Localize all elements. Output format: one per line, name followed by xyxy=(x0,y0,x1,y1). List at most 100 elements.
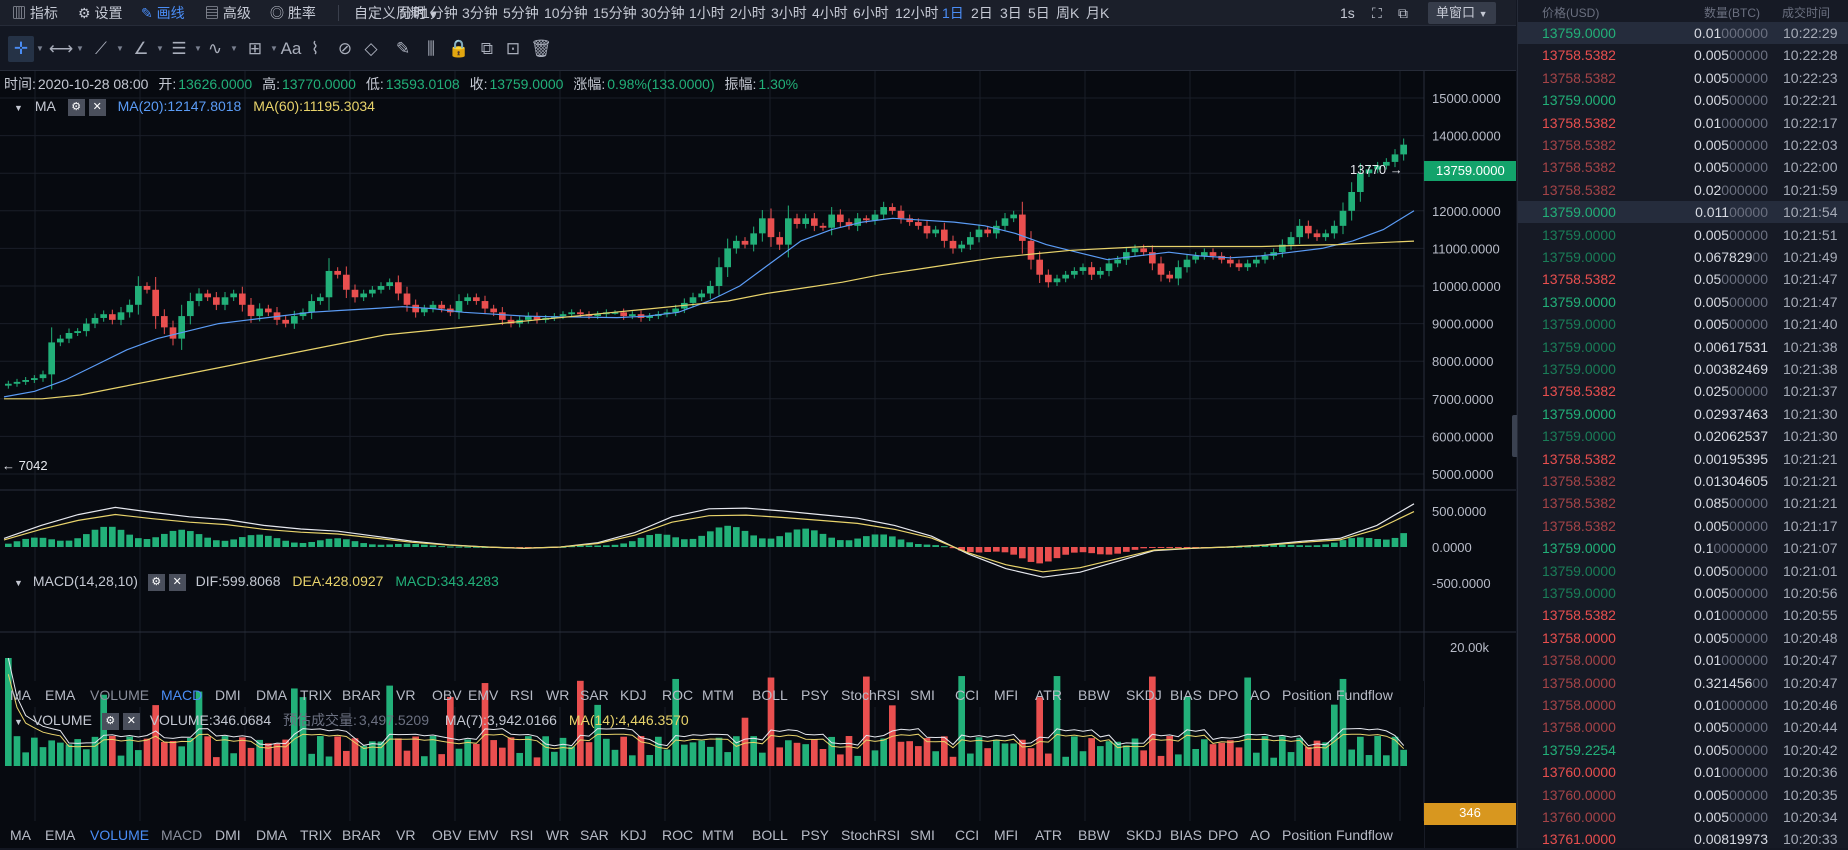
range-icon[interactable]: ⫼ xyxy=(427,39,435,58)
gear-icon[interactable]: ⚙ xyxy=(147,573,165,591)
indicator-tab-fundflow[interactable]: Fundflow xyxy=(1336,687,1393,703)
period-14[interactable]: 2日 xyxy=(971,5,993,21)
tool-dropdown-chevron-icon[interactable]: ▼ xyxy=(36,44,44,53)
close-icon[interactable]: ✕ xyxy=(168,573,186,591)
indicator-tab-atr[interactable]: ATR xyxy=(1035,687,1062,703)
fullscreen-icon[interactable]: ⛶ xyxy=(1372,5,1382,21)
indicator-tab-sar[interactable]: SAR xyxy=(580,687,609,703)
indicator-tab-ma[interactable]: MA xyxy=(10,687,31,703)
period-6[interactable]: 30分钟 xyxy=(641,5,685,21)
close-icon[interactable]: ✕ xyxy=(122,712,140,730)
indicator-tab-rsi[interactable]: RSI xyxy=(510,827,534,843)
tool-dropdown-chevron-icon[interactable]: ▼ xyxy=(76,44,84,53)
trash-icon[interactable]: 🗑 xyxy=(530,39,552,58)
period-11[interactable]: 6小时 xyxy=(853,5,889,21)
indicator-tab-wr[interactable]: WR xyxy=(546,827,570,843)
eraser-alt-icon[interactable]: ⊘ xyxy=(337,39,353,58)
indicator-tab-dma[interactable]: DMA xyxy=(256,687,288,703)
period-5[interactable]: 15分钟 xyxy=(593,5,637,21)
indicator-tab-mfi[interactable]: MFI xyxy=(994,687,1019,703)
pattern-icon[interactable]: ⌇ xyxy=(310,39,320,58)
indicator-tab-dmi[interactable]: DMI xyxy=(215,687,241,703)
indicator-tab-dpo[interactable]: DPO xyxy=(1208,827,1239,843)
lock-icon[interactable]: 🔒 xyxy=(448,39,470,58)
grid-box-icon[interactable]: ⊞ xyxy=(247,39,263,58)
period-3[interactable]: 5分钟 xyxy=(503,5,539,21)
indicator-tab-cci[interactable]: CCI xyxy=(955,687,980,703)
indicator-tab-cci[interactable]: CCI xyxy=(955,827,980,843)
indicator-tab-volume[interactable]: VOLUME xyxy=(90,827,150,843)
indicator-tab-boll[interactable]: BOLL xyxy=(752,827,788,843)
indicator-tab-ema[interactable]: EMA xyxy=(45,687,76,703)
interval-1s-button[interactable]: 1s xyxy=(1340,5,1355,21)
fib-icon[interactable]: ⟋ xyxy=(95,39,107,58)
collapse-chevron-icon[interactable]: ▼ xyxy=(14,717,23,727)
tool-dropdown-chevron-icon[interactable]: ▼ xyxy=(230,44,238,53)
indicator-tab-trix[interactable]: TRIX xyxy=(300,687,332,703)
indicator-tab-mtm[interactable]: MTM xyxy=(702,827,734,843)
indicator-tab-roc[interactable]: ROC xyxy=(662,827,694,843)
text-icon[interactable]: Aa xyxy=(280,39,302,58)
wave-icon[interactable]: ∿ xyxy=(207,39,223,58)
indicator-tab-sar[interactable]: SAR xyxy=(580,827,609,843)
gear-icon[interactable]: ⚙ xyxy=(101,712,119,730)
indicator-button[interactable]: ▥ 指标 xyxy=(12,5,58,21)
indicator-tab-kdj[interactable]: KDJ xyxy=(620,687,647,703)
copy-icon[interactable]: ⧉ xyxy=(480,39,494,58)
period-4[interactable]: 10分钟 xyxy=(544,5,588,21)
indicator-tab-rsi[interactable]: RSI xyxy=(510,687,534,703)
indicator-tab-boll[interactable]: BOLL xyxy=(752,687,788,703)
indicator-tab-trix[interactable]: TRIX xyxy=(300,827,332,843)
indicator-tab-emv[interactable]: EMV xyxy=(468,827,499,843)
brush-icon[interactable]: ✎ xyxy=(395,39,411,58)
indicator-tab-brar[interactable]: BRAR xyxy=(342,687,381,703)
indicator-tab-position[interactable]: Position xyxy=(1282,827,1332,843)
period-9[interactable]: 3小时 xyxy=(771,5,807,21)
indicator-tab-kdj[interactable]: KDJ xyxy=(620,827,647,843)
indicator-tab-mtm[interactable]: MTM xyxy=(702,687,734,703)
tool-dropdown-chevron-icon[interactable]: ▼ xyxy=(116,44,124,53)
indicator-tab-stochrsi[interactable]: StochRSI xyxy=(841,827,901,843)
parallel-lines-icon[interactable]: ☰ xyxy=(171,39,187,58)
indicator-tab-macd[interactable]: MACD xyxy=(161,827,203,843)
horizontal-segment-icon[interactable]: ⟷ xyxy=(48,39,74,58)
period-13[interactable]: 1日 xyxy=(942,5,964,21)
indicator-tab-atr[interactable]: ATR xyxy=(1035,827,1062,843)
indicator-tab-fundflow[interactable]: Fundflow xyxy=(1336,827,1393,843)
panel-resize-handle[interactable] xyxy=(1512,415,1520,457)
indicator-tab-wr[interactable]: WR xyxy=(546,687,570,703)
period-10[interactable]: 4小时 xyxy=(812,5,848,21)
period-1[interactable]: 1分钟 xyxy=(422,5,458,21)
indicator-tab-volume[interactable]: VOLUME xyxy=(90,687,150,703)
indicator-tab-macd[interactable]: MACD xyxy=(161,687,203,703)
indicator-tab-ao[interactable]: AO xyxy=(1250,687,1271,703)
angle-icon[interactable]: ∠ xyxy=(133,39,149,58)
win-rate-button[interactable]: ◎ 胜率 xyxy=(270,5,316,21)
indicator-tab-psy[interactable]: PSY xyxy=(801,827,830,843)
indicator-tab-obv[interactable]: OBV xyxy=(432,687,462,703)
indicator-tab-bbw[interactable]: BBW xyxy=(1078,687,1110,703)
indicator-tab-dma[interactable]: DMA xyxy=(256,827,288,843)
indicator-tab-obv[interactable]: OBV xyxy=(432,827,462,843)
indicator-tab-position[interactable]: Position xyxy=(1282,687,1332,703)
chart-canvas[interactable]: 15000.000014000.000013000.000012000.0000… xyxy=(0,71,1516,848)
window-mode-dropdown[interactable]: 单窗口 ▼ xyxy=(1428,2,1496,24)
indicator-tab-bbw[interactable]: BBW xyxy=(1078,827,1110,843)
indicator-tab-ma[interactable]: MA xyxy=(10,827,31,843)
tool-dropdown-chevron-icon[interactable]: ▼ xyxy=(194,44,202,53)
period-8[interactable]: 2小时 xyxy=(730,5,766,21)
popout-icon[interactable]: ⧉ xyxy=(1398,5,1408,21)
indicator-tab-emv[interactable]: EMV xyxy=(468,687,499,703)
custom-period-dropdown[interactable]: 自定义周期 ▼ xyxy=(354,5,438,21)
indicator-tab-skdj[interactable]: SKDJ xyxy=(1126,687,1162,703)
period-17[interactable]: 周K xyxy=(1056,5,1080,21)
indicator-tab-brar[interactable]: BRAR xyxy=(342,827,381,843)
indicator-tab-smi[interactable]: SMI xyxy=(910,827,935,843)
indicator-tab-bias[interactable]: BIAS xyxy=(1170,687,1202,703)
period-2[interactable]: 3分钟 xyxy=(462,5,498,21)
gear-icon[interactable]: ⚙ xyxy=(67,98,85,116)
indicator-tab-vr[interactable]: VR xyxy=(396,687,416,703)
crosshair-icon[interactable]: ✛ xyxy=(8,36,34,62)
indicator-tab-vr[interactable]: VR xyxy=(396,827,416,843)
period-7[interactable]: 1小时 xyxy=(689,5,725,21)
